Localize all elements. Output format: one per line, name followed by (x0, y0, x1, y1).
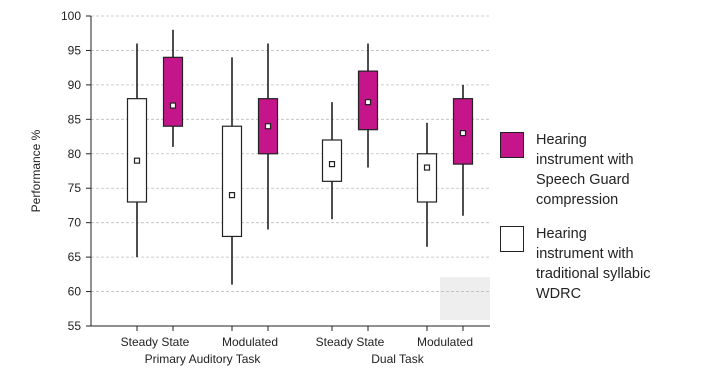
y-tick-label: 55 (68, 319, 82, 333)
legend-label-line: Hearing (536, 226, 587, 242)
y-axis-label: Performance % (29, 129, 43, 212)
legend-label-line: traditional syllabic (536, 266, 651, 282)
y-tick-label: 90 (68, 78, 82, 92)
y-tick-label: 70 (68, 216, 82, 230)
y-tick-label: 95 (68, 43, 82, 57)
median-marker (228, 192, 236, 199)
legend-item-speech-guard: Hearing instrument with Speech Guard com… (500, 130, 700, 210)
legend-swatch-wdrc (500, 226, 524, 252)
legend-item-wdrc: Hearing instrument with traditional syll… (500, 224, 700, 304)
x-category-label: Modulated (222, 335, 278, 349)
box (416, 153, 438, 203)
x-group-label: Dual Task (371, 352, 424, 366)
box (126, 98, 148, 203)
legend-label-speech-guard: Hearing instrument with Speech Guard com… (536, 130, 700, 210)
y-tick-label: 100 (61, 9, 81, 23)
legend-label-line: Hearing (536, 132, 587, 148)
median-marker (264, 123, 272, 130)
y-tick-label: 65 (68, 250, 82, 264)
x-group-label: Primary Auditory Task (145, 352, 262, 366)
x-category-label: Modulated (417, 335, 473, 349)
median-marker (133, 157, 141, 164)
median-marker (423, 164, 431, 171)
chart-legend: Hearing instrument with Speech Guard com… (500, 130, 700, 318)
box (221, 125, 243, 238)
box (162, 56, 184, 127)
median-marker (169, 102, 177, 109)
legend-label-line: instrument with (536, 152, 634, 168)
legend-label-line: compression (536, 192, 619, 208)
legend-label-line: WDRC (536, 286, 582, 302)
median-marker (364, 99, 372, 106)
x-category-label: Steady State (316, 335, 385, 349)
legend-swatch-speech-guard (500, 132, 524, 158)
box (321, 139, 343, 182)
y-tick-label: 85 (68, 112, 82, 126)
legend-label-line: Speech Guard (536, 172, 630, 188)
legend-label-wdrc: Hearing instrument with traditional syll… (536, 224, 700, 304)
background-shade (440, 277, 490, 320)
x-category-label: Steady State (121, 335, 190, 349)
median-marker (459, 130, 467, 137)
legend-label-line: instrument with (536, 246, 634, 262)
y-tick-label: 60 (68, 285, 82, 299)
y-tick-label: 75 (68, 181, 82, 195)
y-tick-label: 80 (68, 147, 82, 161)
median-marker (328, 161, 336, 168)
